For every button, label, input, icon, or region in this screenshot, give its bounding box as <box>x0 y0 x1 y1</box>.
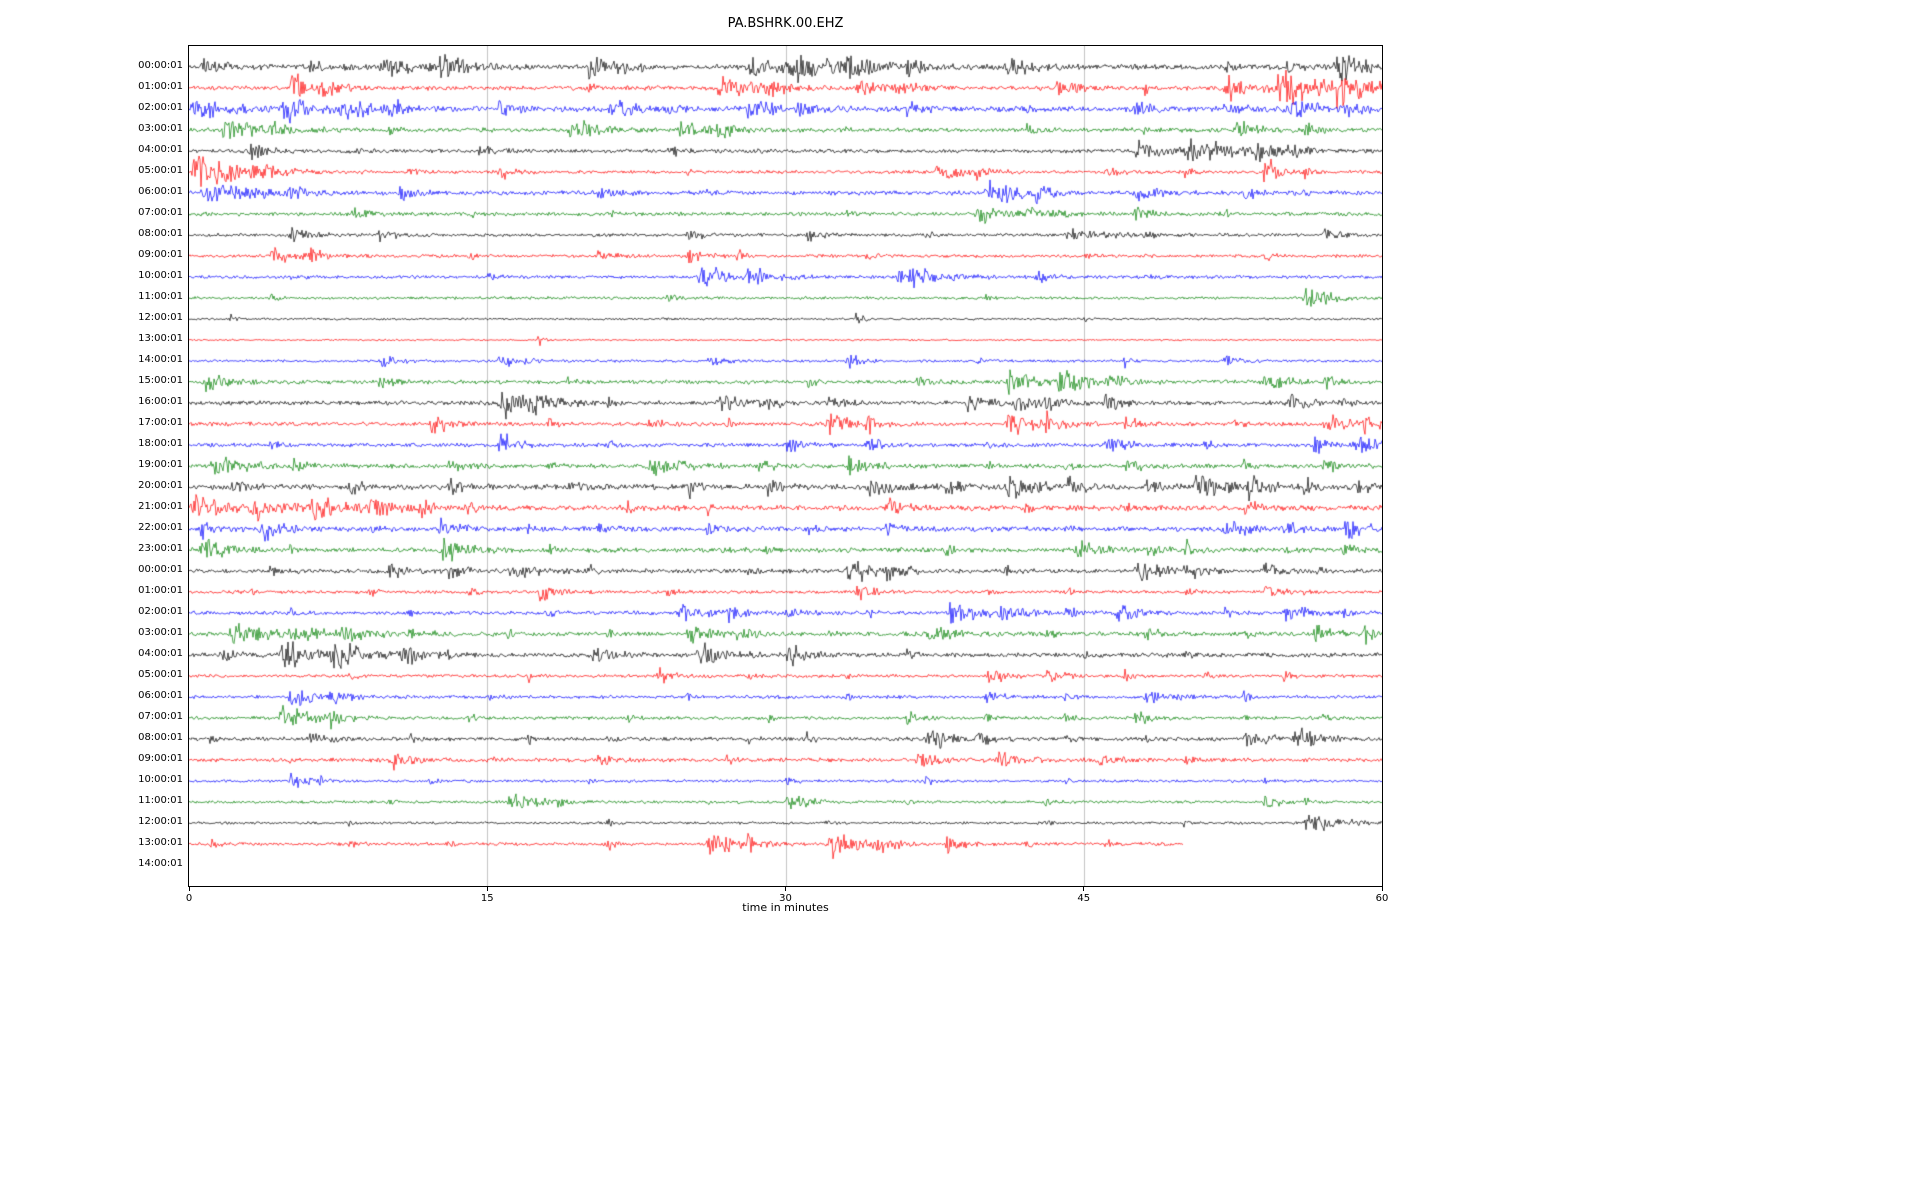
y-axis-label: 05:00:01 <box>138 165 183 176</box>
x-tick-mark <box>486 887 488 891</box>
y-axis-label: 21:00:01 <box>138 501 183 512</box>
y-axis-label: 17:00:01 <box>138 417 183 428</box>
y-axis-label: 05:00:01 <box>138 669 183 680</box>
x-tick-label: 60 <box>1375 893 1389 904</box>
y-axis-label: 04:00:01 <box>138 648 183 659</box>
y-axis-label: 04:00:01 <box>138 144 183 155</box>
y-axis-label: 23:00:01 <box>138 543 183 554</box>
x-tick-label: 0 <box>185 893 193 904</box>
x-tick-mark <box>785 887 786 891</box>
x-tick-label: 45 <box>1077 893 1091 904</box>
y-axis-label: 19:00:01 <box>138 459 183 470</box>
y-axis-label: 07:00:01 <box>138 207 183 218</box>
waveform-canvas <box>189 46 1382 886</box>
x-tick-mark <box>1083 887 1085 891</box>
y-axis-label: 11:00:01 <box>138 291 183 302</box>
y-axis-label: 06:00:01 <box>138 186 183 197</box>
y-axis-label: 03:00:01 <box>138 627 183 638</box>
y-axis-labels: 00:00:01 01:00:01 02:00:01 03:00:01 04:00:01… <box>0 45 183 915</box>
x-axis-title: time in minutes <box>742 901 829 914</box>
y-axis-label: 13:00:01 <box>138 837 183 848</box>
y-axis-label: 08:00:01 <box>138 228 183 239</box>
y-axis-label: 10:00:01 <box>138 270 183 281</box>
y-axis-label: 02:00:01 <box>138 102 183 113</box>
y-axis-label: 02:00:01 <box>138 606 183 617</box>
y-axis-label: 00:00:01 <box>138 60 183 71</box>
plot-area <box>188 45 1383 887</box>
y-axis-label: 14:00:01 <box>138 858 183 869</box>
x-tick-label: 30 <box>779 893 792 904</box>
y-axis-label: 22:00:01 <box>138 522 183 533</box>
y-axis-label: 20:00:01 <box>138 480 183 491</box>
y-axis-label: 16:00:01 <box>138 396 183 407</box>
y-axis-label: 12:00:01 <box>138 312 183 323</box>
y-axis-label: 01:00:01 <box>138 81 183 92</box>
x-tick-mark <box>1381 887 1383 891</box>
chart-title: PA.BSHRK.00.EHZ <box>727 16 844 31</box>
y-axis-label: 00:00:01 <box>138 564 183 575</box>
y-axis-label: 15:00:01 <box>138 375 183 386</box>
y-axis-label: 18:00:01 <box>138 438 183 449</box>
x-tick-mark <box>188 887 190 891</box>
y-axis-label: 13:00:01 <box>138 333 183 344</box>
y-axis-label: 03:00:01 <box>138 123 183 134</box>
y-axis-label: 14:00:01 <box>138 354 183 365</box>
x-tick-label: 15 <box>480 893 494 904</box>
y-axis-label: 01:00:01 <box>138 585 183 596</box>
x-axis-ticks: 0 15 30 45 60 <box>186 887 1388 917</box>
y-axis-label: 07:00:01 <box>138 711 183 722</box>
y-axis-label: 09:00:01 <box>138 753 183 764</box>
y-axis-label: 08:00:01 <box>138 732 183 743</box>
y-axis-label: 12:00:01 <box>138 816 183 827</box>
y-axis-label: 09:00:01 <box>138 249 183 260</box>
y-axis-label: 11:00:01 <box>138 795 183 806</box>
y-axis-label: 10:00:01 <box>138 774 183 785</box>
y-axis-label: 06:00:01 <box>138 690 183 701</box>
